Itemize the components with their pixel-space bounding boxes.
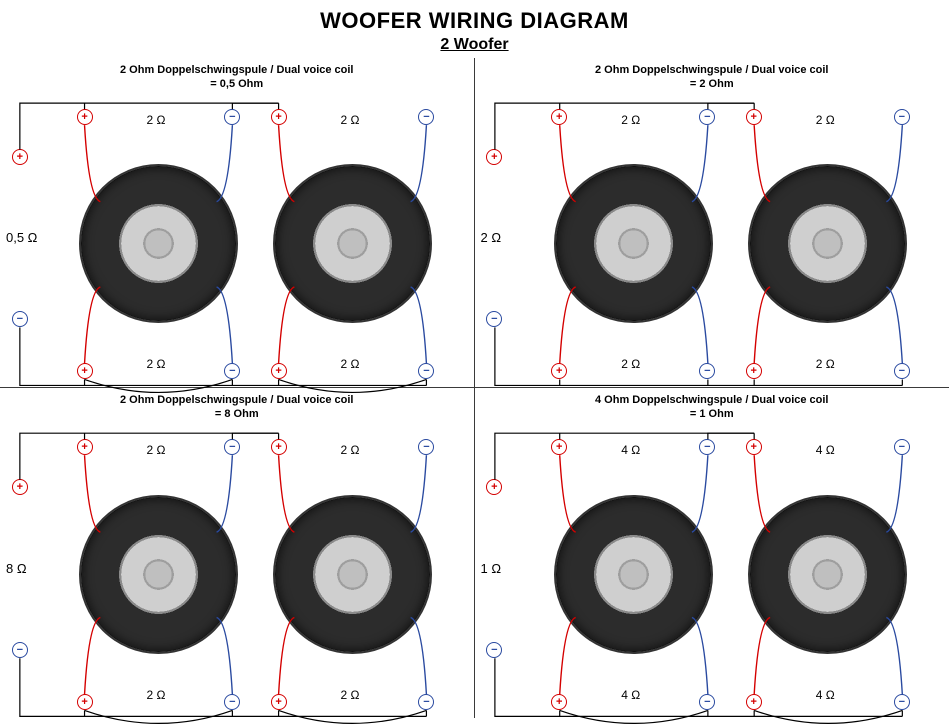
cell-title-line1: 2 Ohm Doppelschwingspule / Dual voice co… — [120, 64, 354, 76]
header: WOOFER WIRING DIAGRAM 2 Woofer — [0, 0, 949, 58]
wiring-stage: +−+−+−+−+−4 Ω4 Ω4 Ω4 Ω1 Ω — [481, 424, 944, 714]
cell-title-line2: = 8 Ohm — [215, 408, 259, 420]
coil-ohm-label: 2 Ω — [146, 443, 165, 457]
cell-title-line2: = 1 Ohm — [690, 408, 734, 420]
cell-title: 4 Ohm Doppelschwingspule / Dual voice co… — [481, 394, 944, 422]
coil-ohm-label: 4 Ω — [816, 443, 835, 457]
coil-ohm-label: 2 Ω — [341, 113, 360, 127]
diagram-cell-0: 2 Ohm Doppelschwingspule / Dual voice co… — [0, 58, 475, 388]
wiring-svg — [481, 94, 944, 383]
coil-ohm-label: 2 Ω — [146, 688, 165, 702]
source-impedance-label: 2 Ω — [481, 230, 502, 245]
cell-title: 2 Ohm Doppelschwingspule / Dual voice co… — [481, 64, 944, 92]
cell-title: 2 Ohm Doppelschwingspule / Dual voice co… — [6, 394, 468, 422]
coil-ohm-label: 2 Ω — [341, 443, 360, 457]
cell-title: 2 Ohm Doppelschwingspule / Dual voice co… — [6, 64, 468, 92]
coil-ohm-label: 2 Ω — [146, 113, 165, 127]
source-impedance-label: 0,5 Ω — [6, 230, 37, 245]
coil-ohm-label: 2 Ω — [621, 357, 640, 371]
cell-title-line1: 4 Ohm Doppelschwingspule / Dual voice co… — [595, 394, 829, 406]
coil-ohm-label: 4 Ω — [621, 443, 640, 457]
diagram-cell-1: 2 Ohm Doppelschwingspule / Dual voice co… — [475, 58, 949, 388]
cell-title-line1: 2 Ohm Doppelschwingspule / Dual voice co… — [120, 394, 354, 406]
diagram-cell-3: 4 Ohm Doppelschwingspule / Dual voice co… — [475, 388, 949, 718]
coil-ohm-label: 2 Ω — [341, 357, 360, 371]
cell-title-line2: = 0,5 Ohm — [210, 78, 263, 90]
cell-title-line1: 2 Ohm Doppelschwingspule / Dual voice co… — [595, 64, 829, 76]
coil-ohm-label: 2 Ω — [816, 357, 835, 371]
wiring-stage: +−+−+−+−+−2 Ω2 Ω2 Ω2 Ω8 Ω — [6, 424, 468, 714]
wiring-svg — [6, 424, 468, 714]
coil-ohm-label: 2 Ω — [341, 688, 360, 702]
source-impedance-label: 8 Ω — [6, 561, 27, 576]
diagram-cell-2: 2 Ohm Doppelschwingspule / Dual voice co… — [0, 388, 475, 718]
cell-title-line2: = 2 Ohm — [690, 78, 734, 90]
page-subtitle: 2 Woofer — [0, 36, 949, 54]
diagram-grid: 2 Ohm Doppelschwingspule / Dual voice co… — [0, 58, 949, 718]
wiring-stage: +−+−+−+−+−2 Ω2 Ω2 Ω2 Ω0,5 Ω — [6, 94, 468, 383]
wiring-svg — [481, 424, 944, 714]
coil-ohm-label: 4 Ω — [621, 688, 640, 702]
source-impedance-label: 1 Ω — [481, 561, 502, 576]
coil-ohm-label: 2 Ω — [621, 113, 640, 127]
coil-ohm-label: 2 Ω — [146, 357, 165, 371]
coil-ohm-label: 4 Ω — [816, 688, 835, 702]
page-title: WOOFER WIRING DIAGRAM — [0, 8, 949, 34]
wiring-stage: +−+−+−+−+−2 Ω2 Ω2 Ω2 Ω2 Ω — [481, 94, 944, 383]
wiring-svg — [6, 94, 468, 383]
coil-ohm-label: 2 Ω — [816, 113, 835, 127]
